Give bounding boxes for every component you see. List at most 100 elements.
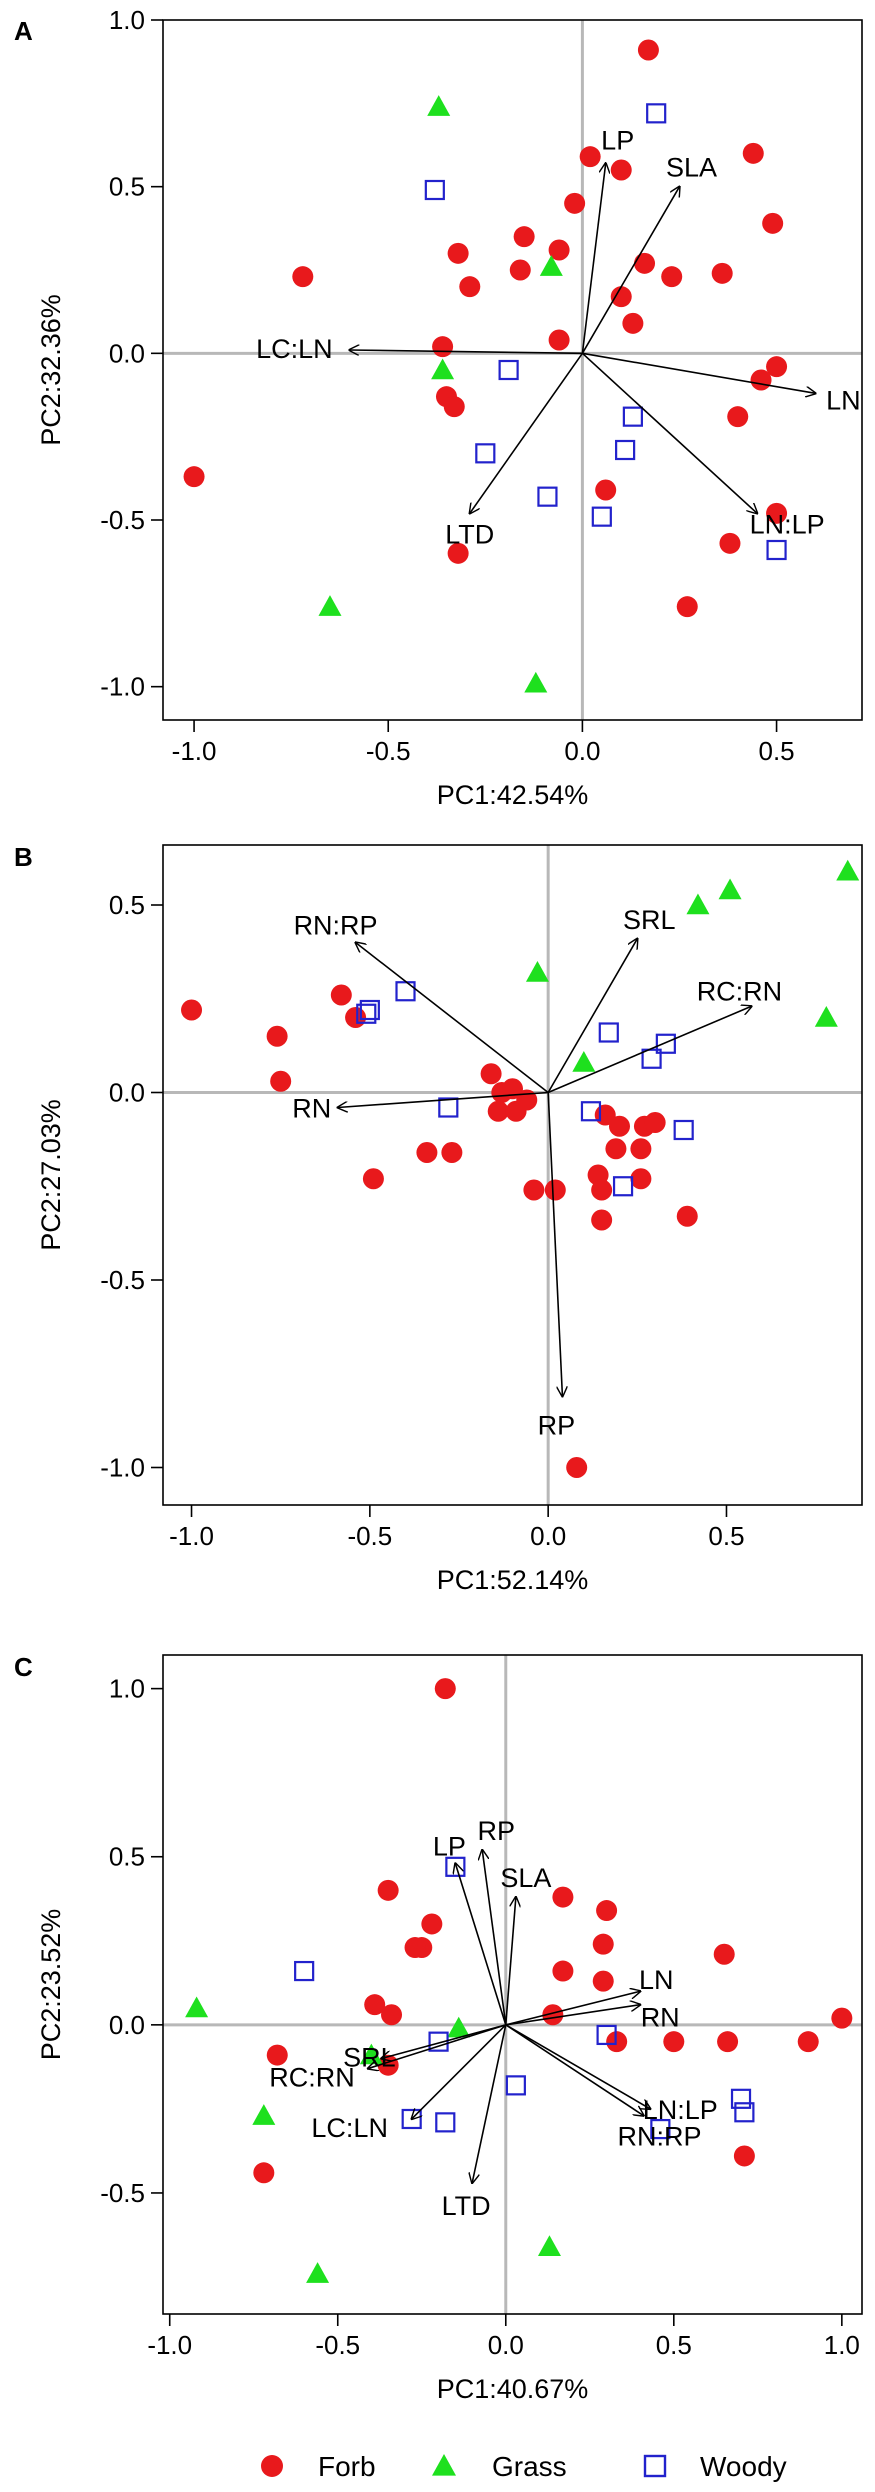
y-tick-label: 1.0 <box>109 5 145 35</box>
forb-point <box>566 1457 588 1478</box>
x-tick-label: 0.5 <box>708 1521 744 1551</box>
woody-point <box>650 2118 671 2140</box>
vector-label: RN:RP <box>618 2122 702 2152</box>
forb-point <box>591 1209 613 1231</box>
forb-point <box>750 369 772 391</box>
vector-label: RC:RN <box>697 976 783 1006</box>
woody-point <box>395 981 416 1002</box>
vector-label: RP <box>538 1410 576 1440</box>
forb-point <box>516 1089 538 1111</box>
forb-point <box>434 1678 456 1700</box>
forb-point <box>544 1179 566 1201</box>
vector-lp <box>581 163 605 354</box>
vector-sla <box>504 1897 516 2025</box>
panel-label: B <box>14 842 33 872</box>
forb-point <box>831 2007 853 2029</box>
grass-point <box>572 1051 596 1072</box>
vector-label: LP <box>433 1831 466 1861</box>
panel-A: A -1.0 -0.5 0.0 0.5 -1.0 -0.5 0.0 0.5 1.0 PC1:42.5… <box>14 5 863 810</box>
woody-point <box>655 1033 676 1054</box>
vector-ln <box>582 352 815 393</box>
woody-point <box>673 1119 694 1141</box>
woody-point <box>591 506 612 527</box>
x-tick-label: -0.5 <box>366 736 411 766</box>
plot-frame <box>162 1654 863 2315</box>
woody-point <box>498 359 519 381</box>
forb-point <box>591 1179 613 1201</box>
woody-point <box>435 2112 456 2133</box>
vector-label: LC:LN <box>311 2113 388 2143</box>
forb-point <box>459 276 481 298</box>
vector-rc-rn <box>547 1006 751 1094</box>
forb-point <box>719 532 741 554</box>
forb-point <box>596 1900 618 1922</box>
forb-point <box>766 502 788 524</box>
legend: Forb Grass Woody <box>261 2451 787 2482</box>
vector-label: SLA <box>500 1863 551 1893</box>
grass-point <box>539 255 563 276</box>
forb-point <box>634 252 656 274</box>
forb-point <box>797 2031 819 2053</box>
forb-point <box>330 984 352 1006</box>
forb-point <box>513 226 535 248</box>
vector-ltd <box>472 2024 507 2183</box>
y-tick-label: -0.5 <box>100 2178 145 2208</box>
vector-label: RN:RP <box>294 911 378 941</box>
grass-point <box>718 878 742 900</box>
forb-point <box>345 1007 367 1028</box>
forb-point <box>579 146 601 168</box>
woody-point <box>438 1097 459 1118</box>
x-axis-title: PC1:40.67% <box>437 2374 589 2404</box>
panel-B: B -1.0 -0.5 0.0 0.5 -1.0 -0.5 0.0 0.5 PC1:52.14% P… <box>14 842 863 1595</box>
legend-label-woody: Woody <box>700 2451 787 2482</box>
vector-label: LN:LP <box>750 509 825 539</box>
panel-label: A <box>14 16 33 46</box>
vector-sla <box>581 187 679 354</box>
vector-rp <box>482 1850 507 2025</box>
woody-point <box>359 999 380 1021</box>
vector-label: LTD <box>445 519 494 549</box>
grass-point <box>306 2262 330 2283</box>
forb-point <box>548 239 570 261</box>
vector-ln-lp <box>581 352 757 513</box>
grass-point <box>318 595 342 616</box>
vector-srl <box>547 939 637 1093</box>
y-tick-label: 0.0 <box>109 338 145 368</box>
forb-point <box>270 1070 292 1092</box>
forb-point <box>610 159 632 181</box>
forb-point <box>362 1168 384 1190</box>
grass-point <box>359 2043 383 2065</box>
vector-label: RC:RN <box>269 2063 355 2093</box>
grass-point <box>686 893 710 915</box>
forb-point <box>509 259 531 281</box>
woody-point <box>580 1101 602 1122</box>
x-tick-label: 0.0 <box>530 1521 566 1551</box>
woody-point <box>612 1176 634 1197</box>
forb-point <box>711 262 733 284</box>
vector-label: LP <box>601 125 634 155</box>
woody-point <box>596 2024 617 2046</box>
plot-frame <box>162 844 863 1506</box>
woody-point <box>505 2075 526 2096</box>
grass-point <box>185 1996 209 2018</box>
forb-point <box>292 266 314 288</box>
forb-point <box>364 1994 386 2016</box>
legend-grass-marker <box>432 2454 456 2476</box>
y-tick-label: 0.5 <box>109 890 145 920</box>
grass-point <box>431 358 455 380</box>
forb-point <box>266 2044 288 2066</box>
forb-point <box>592 1933 614 1955</box>
vector-ln-lp <box>505 2024 651 2109</box>
legend-forb-marker <box>261 2455 283 2477</box>
vector-lc-ln <box>349 350 583 353</box>
x-tick-label: 0.5 <box>656 2330 692 2360</box>
forb-point <box>183 466 205 488</box>
legend-label-forb: Forb <box>318 2451 376 2482</box>
legend-woody-marker <box>643 2454 667 2478</box>
plot-frame <box>162 19 863 721</box>
grass-point <box>814 1006 838 1027</box>
y-tick-label: 0.0 <box>109 2010 145 2040</box>
forb-point <box>432 336 454 358</box>
legend-label-grass: Grass <box>492 2451 567 2482</box>
